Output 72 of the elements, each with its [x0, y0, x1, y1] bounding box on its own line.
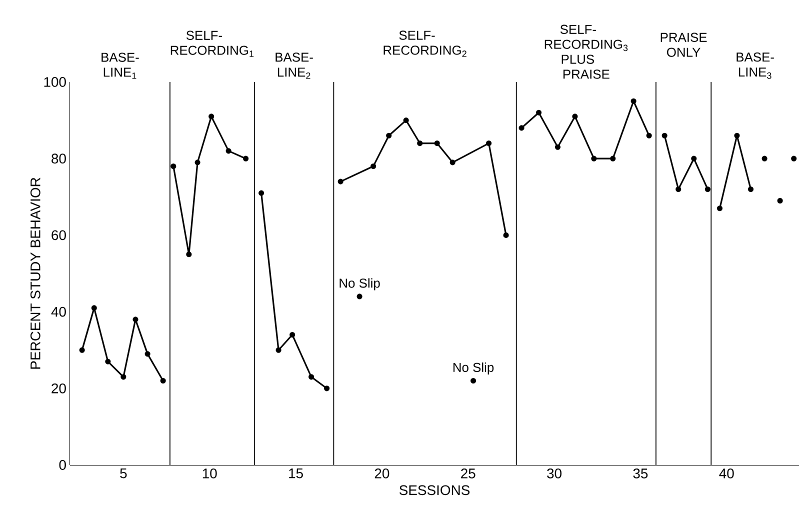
- y-tick-label: 0: [59, 460, 66, 470]
- point: [572, 114, 578, 120]
- point: [691, 156, 697, 162]
- band-label: BASE-LINE$_{3}$: [736, 52, 774, 79]
- band-label: BASE-LINE$_{2}$: [276, 52, 313, 79]
- x-tick-label: 10: [202, 468, 217, 478]
- x-tick-label: 20: [374, 468, 390, 478]
- point: [450, 160, 456, 166]
- point: [386, 132, 392, 138]
- x-tick-label: 35: [633, 468, 648, 478]
- point: [290, 332, 296, 338]
- point: [777, 198, 783, 204]
- x-tick-label: 40: [719, 468, 734, 478]
- band-label: PRAISE ONLY: [660, 32, 707, 57]
- point: [170, 163, 176, 170]
- point: [338, 178, 344, 184]
- point: [748, 186, 754, 192]
- point: [194, 160, 200, 166]
- point: [734, 132, 740, 138]
- point: [132, 316, 138, 322]
- band-label: SELF-RECORDING$_{2}$: [384, 30, 466, 57]
- point: [144, 351, 150, 357]
- point: [591, 156, 597, 162]
- point: [470, 378, 476, 384]
- point: [242, 156, 249, 162]
- point: [160, 378, 166, 384]
- point: [610, 156, 616, 162]
- point: [791, 156, 797, 162]
- point: [434, 140, 440, 146]
- point: [308, 374, 314, 380]
- y-tick-label: 100: [44, 77, 66, 87]
- point: [226, 148, 232, 154]
- point: [662, 132, 668, 138]
- x-tick-label: 30: [547, 468, 562, 478]
- point: [324, 386, 330, 392]
- point: [646, 132, 652, 138]
- point: [518, 125, 524, 131]
- x-axis-title: SESSIONS: [399, 485, 470, 496]
- point: [536, 110, 542, 116]
- y-tick-label: 60: [52, 230, 66, 240]
- point: [554, 144, 561, 150]
- point: [417, 140, 423, 146]
- y-tick-label: 40: [51, 306, 66, 317]
- x-tick-label: 15: [289, 468, 303, 478]
- point: [403, 118, 409, 124]
- point: [716, 206, 723, 212]
- point: [704, 186, 710, 192]
- band-label: BASE-LINE$_{1}$: [102, 52, 139, 79]
- point: [630, 98, 636, 104]
- band-label: SELF-RECORDING$_{1}$: [170, 30, 254, 57]
- y-tick-label: 20: [52, 383, 66, 394]
- point: [276, 347, 282, 353]
- point: [356, 294, 362, 300]
- y-axis-title: PERCENT STUDY BEHAVIOR: [30, 178, 40, 369]
- annotation: No Slip: [340, 278, 380, 290]
- point: [370, 163, 376, 170]
- point: [105, 358, 111, 364]
- annotation: No Slip: [453, 362, 494, 375]
- point: [503, 232, 509, 238]
- point: [208, 114, 214, 120]
- point: [258, 190, 264, 196]
- point: [120, 374, 126, 380]
- point: [762, 156, 768, 162]
- point: [486, 140, 492, 146]
- y-tick-label: 80: [52, 154, 66, 164]
- x-tick-label: 5: [120, 468, 127, 478]
- point: [676, 186, 682, 192]
- text: SELF-RECORDING$_{3}$ PLUS PRAISE: [544, 24, 628, 79]
- point: [186, 252, 192, 258]
- point: [91, 305, 97, 311]
- point: [79, 347, 85, 353]
- x-tick-label: 25: [461, 468, 476, 478]
